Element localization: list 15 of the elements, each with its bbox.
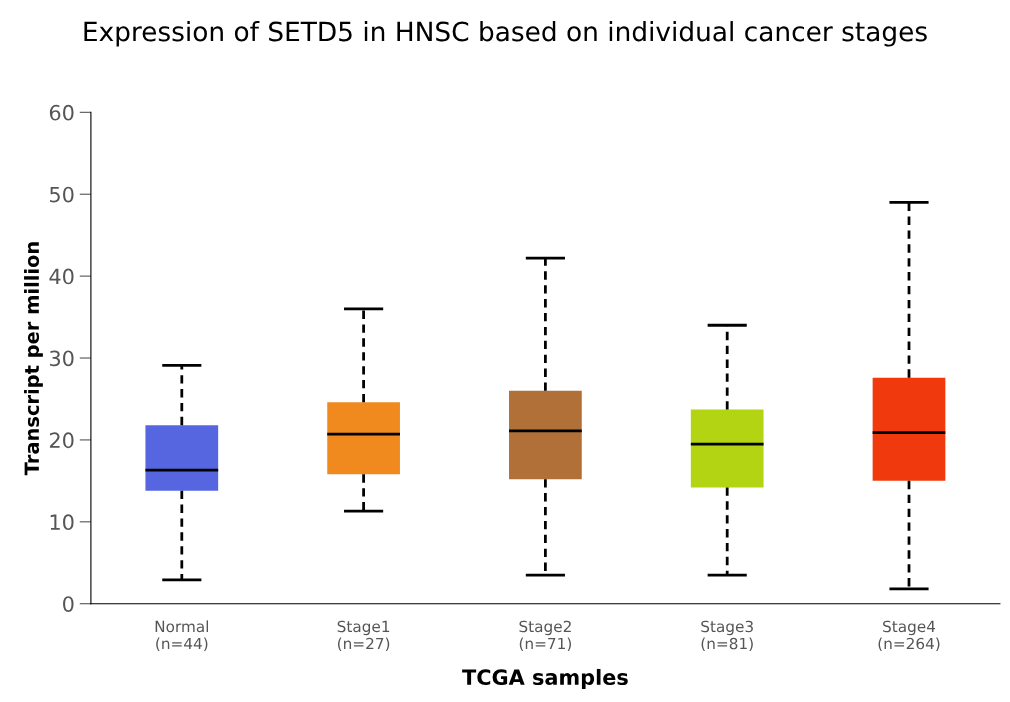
x-tick-label: Stage2 (n=71): [519, 620, 572, 652]
x-tick-label: Stage1 (n=27): [337, 620, 390, 652]
x-tick-label: Normal (n=44): [155, 620, 209, 652]
y-tick-label: 50: [50, 186, 74, 203]
x-tick-label: Stage3 (n=81): [701, 620, 753, 652]
y-tick-label: 40: [49, 268, 74, 285]
x-tick-label: Stage4 (n=264): [878, 620, 940, 652]
y-tick-label: 10: [50, 514, 74, 531]
x-axis-title: TCGA samples: [462, 668, 628, 690]
y-axis-title: Transcript per million: [24, 242, 43, 476]
chart-title: Expression of SETD5 in HNSC based on individual cancer stages: [84, 21, 927, 47]
y-tick-label: 20: [49, 432, 74, 449]
y-tick-label: 0: [63, 596, 74, 612]
y-tick-label: 30: [50, 350, 74, 367]
y-tick-label: 60: [49, 104, 74, 121]
